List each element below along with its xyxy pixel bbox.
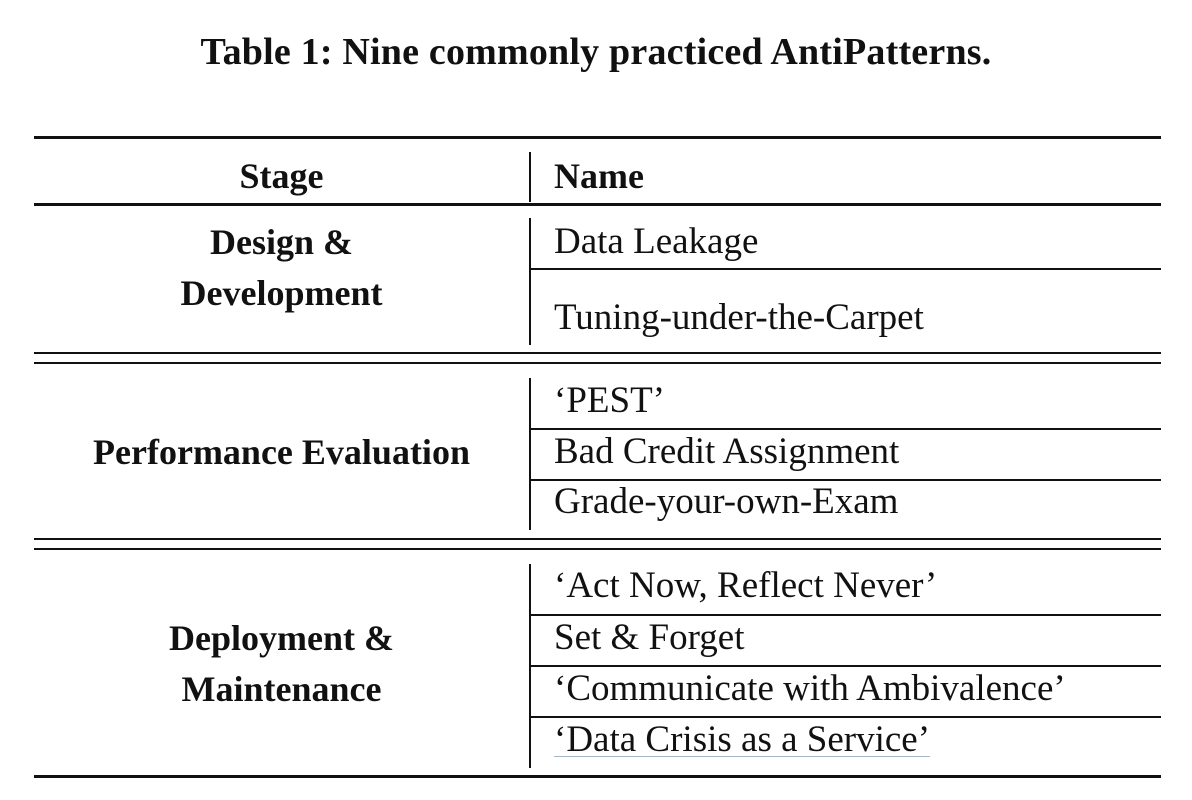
column-divider: [529, 564, 531, 768]
stage-label-line: Maintenance: [181, 669, 382, 709]
group-separator-rule: [34, 352, 1161, 354]
antipattern-name: ‘Act Now, Reflect Never’: [554, 565, 938, 606]
group-separator-rule: [34, 548, 1161, 550]
table-bottom-rule: [34, 775, 1161, 778]
stage-label-line: Deployment &: [169, 618, 394, 658]
row-divider: [531, 716, 1161, 718]
antipattern-name: ‘PEST’: [554, 380, 665, 421]
header-rule: [34, 203, 1161, 206]
column-header-name: Name: [554, 156, 644, 196]
stage-label-line: Design &: [210, 222, 353, 262]
antipattern-name-link[interactable]: ‘Data Crisis as a Service’: [554, 719, 931, 760]
column-divider: [529, 152, 531, 202]
row-divider: [531, 479, 1161, 481]
stage-label-line: Development: [180, 273, 383, 313]
row-divider: [531, 665, 1161, 667]
antipattern-name: Grade-your-own-Exam: [554, 481, 899, 522]
antipattern-name: Set & Forget: [554, 617, 745, 658]
row-divider: [531, 614, 1161, 616]
antipattern-name: Data Leakage: [554, 221, 759, 262]
table-caption: Table 1: Nine commonly practiced AntiPat…: [200, 31, 992, 73]
column-divider: [529, 218, 531, 345]
stage-label-line: Performance Evaluation: [93, 432, 470, 472]
column-header-stage: Stage: [239, 156, 324, 196]
antipattern-name: Bad Credit Assignment: [554, 431, 900, 472]
row-divider: [531, 268, 1161, 270]
group-separator-rule: [34, 538, 1161, 540]
column-divider: [529, 378, 531, 530]
table-top-rule: [34, 136, 1161, 139]
group-separator-rule: [34, 362, 1161, 364]
row-divider: [531, 428, 1161, 430]
antipattern-name: ‘Communicate with Ambivalence’: [554, 668, 1066, 709]
antipattern-name: Tuning-under-the-Carpet: [554, 297, 924, 338]
